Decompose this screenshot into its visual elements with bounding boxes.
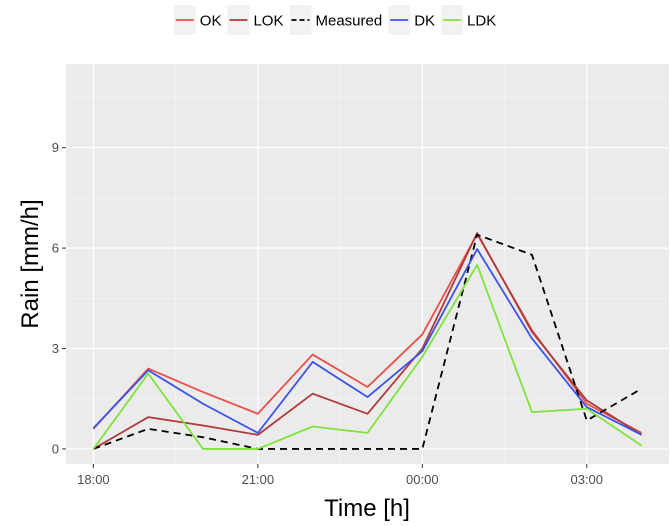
x-axis-title: Time [h] [324,495,410,522]
x-tick-label: 18:00 [77,472,110,487]
y-tick-label: 0 [52,441,59,456]
legend-item-lok: LOK [227,5,283,35]
legend-item-ldk: LDK [441,5,496,35]
legend-item-ok: OK [173,5,222,35]
x-tick-label: 21:00 [242,472,275,487]
legend-label: OK [200,13,222,30]
y-axis-ticks: 0 3 6 9 [52,140,66,456]
series-line-measured [93,233,643,450]
series-lines [92,232,643,450]
grid-lines [66,64,669,464]
y-axis-title: Rain [mm/h] [17,199,44,328]
legend: OK LOK Measured DK LDK [173,5,496,35]
legend-label: LDK [467,13,496,30]
legend-label: LOK [253,13,283,30]
y-tick-label: 6 [52,241,59,256]
legend-label: Measured [315,13,382,30]
plot-panel [66,64,669,464]
x-tick-label: 03:00 [570,472,603,487]
y-tick-label: 3 [52,341,59,356]
legend-item-measured: Measured [289,5,382,35]
series-line-dk [92,248,642,436]
x-tick-label: 00:00 [406,472,439,487]
x-axis-ticks: 18:00 21:00 00:00 03:00 [77,464,603,487]
legend-label: DK [414,13,435,30]
y-tick-label: 9 [52,140,59,155]
legend-item-dk: DK [388,5,435,35]
series-line-ldk [92,263,643,450]
